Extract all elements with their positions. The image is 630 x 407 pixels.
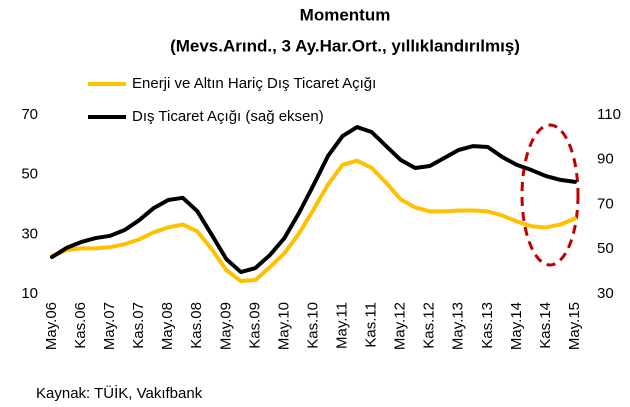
x-tick-label: May.14 — [508, 302, 525, 350]
x-tick-label: Kas.13 — [479, 302, 496, 349]
y-tick-label: 10 — [21, 285, 38, 302]
x-tick-label: Kas.08 — [188, 302, 205, 349]
y2-tick-label: 90 — [597, 151, 614, 168]
y2-tick-label: 110 — [597, 106, 621, 123]
source: Kaynak: TÜİK, Vakıfbank — [36, 384, 203, 402]
y-tick-label: 70 — [21, 106, 38, 123]
x-tick-label: May.15 — [566, 302, 583, 350]
x-tick-label: May.10 — [275, 302, 292, 350]
x-tick-label: May.06 — [43, 302, 60, 350]
y2-tick-label: 30 — [597, 285, 614, 302]
x-tick-label: May.12 — [392, 302, 409, 350]
y2-tick-label: 70 — [597, 195, 614, 212]
x-tick-label: May.08 — [159, 302, 176, 350]
x-tick-label: Kas.10 — [304, 302, 321, 349]
highlight-ellipse — [520, 123, 580, 267]
x-tick-label: May.13 — [450, 302, 467, 350]
x-tick-label: Kas.12 — [421, 302, 438, 349]
y-tick-label: 50 — [21, 166, 38, 183]
x-tick-label: May.07 — [101, 302, 118, 350]
x-tick-label: Kas.06 — [72, 302, 89, 349]
y2-tick-label: 50 — [597, 240, 614, 257]
chart-subtitle: (Mevs.Arınd., 3 Ay.Har.Ort., yıllıklandı… — [170, 36, 520, 55]
legend-label: Dış Ticaret Açığı (sağ eksen) — [132, 108, 324, 125]
x-tick-label: Kas.11 — [363, 302, 380, 348]
series-line — [50, 158, 577, 284]
x-tick-label: May.11 — [334, 302, 351, 349]
chart-title: Momentum — [300, 5, 391, 24]
x-tick-label: Kas.07 — [130, 302, 147, 349]
x-tick-label: Kas.14 — [537, 302, 554, 349]
series-line — [50, 125, 577, 275]
x-tick-label: May.09 — [217, 302, 234, 350]
y-tick-label: 30 — [21, 225, 38, 242]
x-tick-label: Kas.09 — [246, 302, 263, 349]
legend-label: Enerji ve Altın Hariç Dış Ticaret Açığı — [132, 75, 376, 92]
